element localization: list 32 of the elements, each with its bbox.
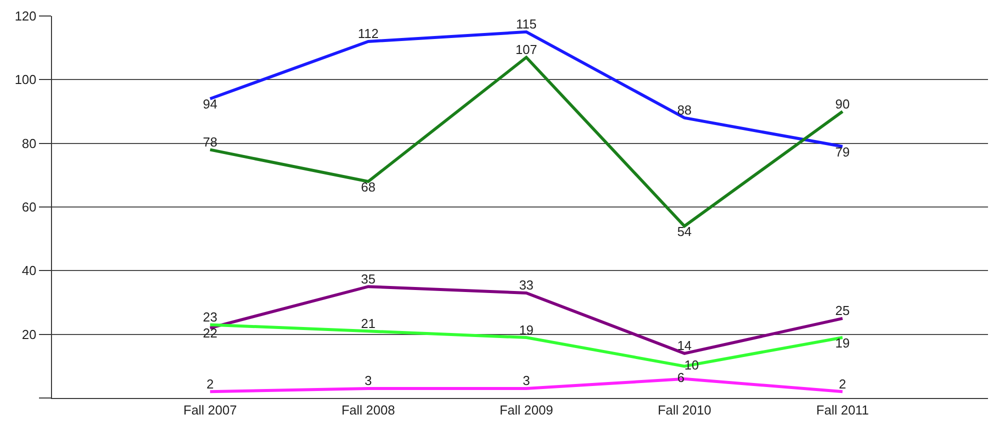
data-label: 94 — [202, 96, 218, 112]
y-tick-label: 100 — [14, 72, 36, 88]
x-tick-label: Fall 2007 — [183, 402, 237, 418]
x-tick-label: Fall 2011 — [816, 402, 869, 418]
data-label: 54 — [677, 224, 692, 239]
y-tick-label: 40 — [22, 263, 36, 278]
data-label: 25 — [835, 303, 850, 318]
data-label: 115 — [516, 16, 537, 32]
data-label: 19 — [519, 322, 534, 338]
data-label: 2 — [206, 376, 214, 392]
data-label: 107 — [515, 42, 538, 58]
data-label: 3 — [364, 373, 372, 388]
data-label: 21 — [360, 316, 376, 331]
data-label: 35 — [360, 271, 376, 286]
data-label: 33 — [519, 278, 534, 293]
data-label: 79 — [835, 144, 850, 160]
data-label: 68 — [360, 179, 376, 194]
data-label: 14 — [677, 338, 692, 354]
data-label: 88 — [677, 102, 692, 118]
x-tick-label: Fall 2009 — [500, 402, 554, 418]
data-label: 3 — [522, 373, 530, 388]
y-tick-label: 120 — [14, 8, 36, 24]
y-tick-label: 80 — [22, 136, 36, 151]
data-label: 2 — [838, 376, 846, 392]
y-tick-label: 60 — [22, 200, 36, 215]
data-label: 90 — [835, 96, 850, 112]
data-label: 112 — [358, 26, 379, 42]
y-tick-label: 20 — [22, 326, 36, 342]
x-tick-label: Fall 2010 — [658, 402, 712, 418]
data-label: 23 — [202, 310, 218, 325]
x-tick-label: Fall 2008 — [341, 402, 395, 418]
data-label: 19 — [835, 335, 850, 350]
